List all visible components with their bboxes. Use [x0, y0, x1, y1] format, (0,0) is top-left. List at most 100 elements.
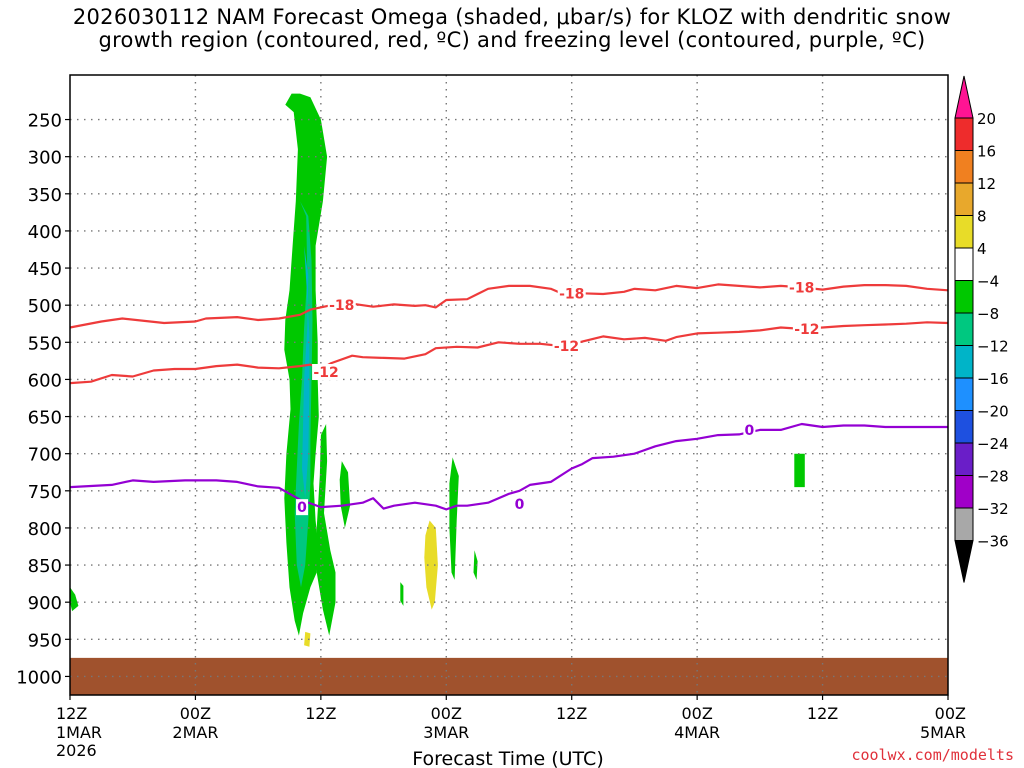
- colorbar-top-arrow: [954, 75, 974, 119]
- colorbar-label-1: 16: [977, 143, 996, 161]
- x-tick-label-48: 12Z: [556, 704, 587, 723]
- ground-layer: [70, 657, 948, 695]
- y-tick-label-300: 300: [28, 148, 62, 169]
- x-tick-label-60: 00Z: [681, 704, 712, 723]
- contour-label--18-0: -18: [329, 298, 354, 314]
- omega-region-9: [794, 453, 805, 488]
- colorbar-label-7: −12: [977, 338, 1009, 356]
- y-tick-label-750: 750: [28, 482, 62, 503]
- colorbar-swatch-6: [954, 280, 974, 314]
- x-tick-label-72: 12Z: [807, 704, 838, 723]
- contour-label-bg-1-1: [552, 338, 581, 355]
- grid-layer: [70, 75, 948, 695]
- x-tick-sublabel-0-0: 1MAR: [56, 723, 102, 742]
- contour-layer: -18 -18 -18 -12 -12 -12 0 0 0: [69, 279, 949, 516]
- omega-region-10: [424, 520, 438, 610]
- colorbar-swatch-8: [954, 345, 974, 379]
- chart-title-line-1: 2026030112 NAM Forecast Omega (shaded, μ…: [72, 5, 952, 29]
- colorbar-swatch-4: [954, 215, 974, 249]
- y-tick-label-850: 850: [28, 556, 62, 577]
- colorbar-swatch-12: [954, 475, 974, 509]
- contour-label--12-0: -12: [313, 365, 338, 381]
- x-tick-label-84: 00Z: [935, 704, 966, 723]
- x-tick-sublabel-36-0: 3MAR: [423, 723, 469, 742]
- x-tick-sublabel-12-0: 2MAR: [172, 723, 218, 742]
- chart-title: 2026030112 NAM Forecast Omega (shaded, μ…: [0, 6, 1024, 52]
- y-tick-label-450: 450: [28, 259, 62, 280]
- y-tick-label-950: 950: [28, 630, 62, 651]
- x-tick-label-12: 00Z: [180, 704, 211, 723]
- colorbar-label-6: −8: [977, 305, 999, 323]
- y-tick-label-700: 700: [28, 445, 62, 466]
- y-tick-label-350: 350: [28, 185, 62, 206]
- colorbar-label-11: −28: [977, 468, 1009, 486]
- y-tick-label-800: 800: [28, 519, 62, 540]
- y-tick-label-550: 550: [28, 333, 62, 354]
- colorbar-label-12: −32: [977, 500, 1009, 518]
- plot-frame: [69, 74, 949, 696]
- colorbar-label-0: 20: [977, 110, 996, 128]
- colorbar-label-2: 12: [977, 175, 996, 193]
- y-tick-label-400: 400: [28, 222, 62, 243]
- contour-label-0-0: 0: [297, 500, 307, 516]
- contour-label-0-1: 0: [515, 497, 525, 513]
- contour-label--12-1: -12: [554, 339, 579, 355]
- y-tick-label-600: 600: [28, 370, 62, 391]
- x-tick-sublabel-60-0: 4MAR: [674, 723, 720, 742]
- y-tick-label-1000: 1000: [16, 667, 62, 688]
- x-tick-sublabel-84-0: 5MAR: [920, 723, 966, 742]
- y-axis: 250 300 350 400 450 500 550 600 650 700 750 800 850 9…: [16, 111, 70, 688]
- y-tick-label-250: 250: [28, 111, 62, 132]
- contour-label--18-1: -18: [559, 286, 584, 302]
- plot-frame-layer: [69, 74, 949, 696]
- y-tick-label-650: 650: [28, 408, 62, 429]
- x-tick-label-24: 12Z: [305, 704, 336, 723]
- colorbar-label-4: 4: [977, 240, 987, 258]
- colorbar-label-10: −24: [977, 435, 1009, 453]
- colorbar-swatch-7: [954, 312, 974, 346]
- colorbar-label-9: −20: [977, 403, 1009, 421]
- contour-line--12: [69, 321, 949, 385]
- colorbar-swatch-10: [954, 410, 974, 444]
- contour-label-bg-0-2: [787, 279, 816, 296]
- chart-title-line-2: growth region (contoured, red, ºC) and f…: [98, 28, 926, 52]
- omega-region-4: [339, 461, 351, 528]
- contour-label--12-2: -12: [794, 322, 819, 338]
- colorbar-label-5: −4: [977, 273, 999, 291]
- y-tick-label-900: 900: [28, 593, 62, 614]
- contour-label-bg-1-2: [792, 320, 821, 337]
- y-tick-label-500: 500: [28, 296, 62, 317]
- credit-text: coolwx.com/modelts: [851, 746, 1014, 764]
- colorbar-swatch-1: [954, 117, 974, 151]
- contour-line-0: [69, 422, 948, 511]
- colorbar-label-8: −16: [977, 370, 1009, 388]
- contour-label-bg-2-0: [296, 499, 309, 516]
- omega-region-3: [316, 424, 336, 636]
- ground-fill: [70, 657, 948, 695]
- colorbar-swatch-5: [954, 247, 974, 281]
- colorbar: 20 16 12 8 4 −4 −8 −12 −16 −20 −24 −28 −32 −36: [954, 75, 1009, 583]
- colorbar-swatch-2: [954, 150, 974, 184]
- contour-label-bg-2-2: [743, 421, 756, 438]
- omega-region-2: [302, 245, 310, 499]
- x-axis-label: Forecast Time (UTC): [412, 748, 603, 768]
- omega-region-6: [473, 550, 478, 580]
- colorbar-swatch-13: [954, 507, 974, 541]
- colorbar-label-3: 8: [977, 208, 987, 226]
- contour-label-bg-2-1: [513, 496, 526, 513]
- x-tick-label-36: 00Z: [431, 704, 462, 723]
- colorbar-bottom-arrow: [954, 540, 974, 583]
- omega-region-7: [400, 582, 404, 606]
- contour-label-bg-1-0: [312, 364, 341, 381]
- omega-shading-layer: [70, 93, 805, 647]
- omega-region-5: [449, 457, 459, 580]
- contour-label-bg-0-1: [557, 285, 586, 302]
- omega-region-11: [304, 631, 311, 647]
- contour-label--18-2: -18: [789, 280, 814, 296]
- colorbar-swatch-3: [954, 182, 974, 216]
- colorbar-swatch-9: [954, 377, 974, 411]
- contour-label-bg-0-0: [327, 297, 356, 314]
- contour-label-0-2: 0: [745, 423, 755, 439]
